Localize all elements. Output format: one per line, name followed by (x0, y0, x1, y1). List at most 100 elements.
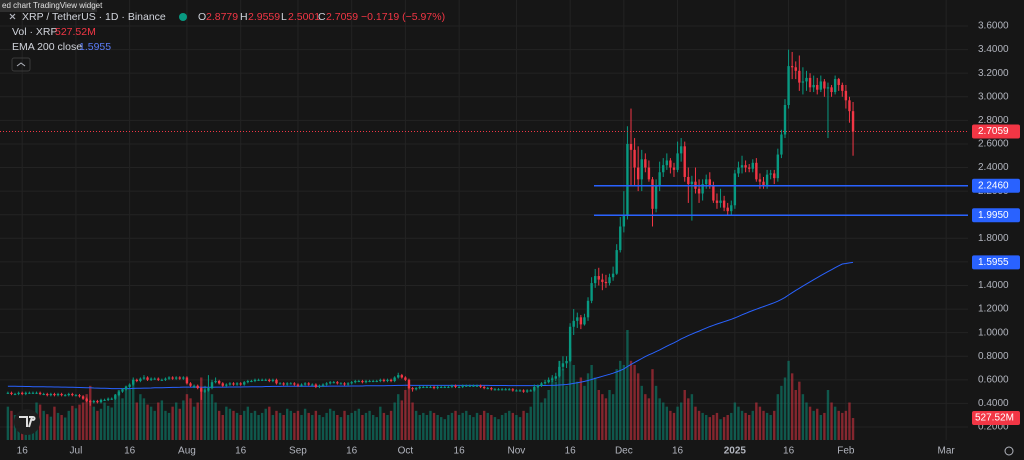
ema-label: 1.5955 (978, 257, 1009, 268)
candle-body (375, 381, 378, 383)
x-tick-label: 16 (672, 446, 684, 457)
plot (0, 49, 968, 406)
candle-body (626, 143, 629, 215)
candle-body (28, 392, 31, 394)
volume-bar (608, 390, 611, 440)
candle-body (246, 381, 250, 383)
candle-body (493, 389, 497, 391)
candle-body (654, 185, 658, 209)
volume-bar (586, 373, 590, 440)
candle-body (389, 379, 393, 382)
volume-bar (554, 381, 558, 440)
y-tick-label: 2.4000 (978, 162, 1009, 173)
volume-bar (540, 402, 543, 440)
candle-body (282, 383, 285, 385)
candle-body (708, 179, 711, 186)
x-tick-label: 16 (124, 446, 136, 457)
volume-bar (844, 410, 848, 440)
volume-bar (676, 406, 679, 440)
volume-bar (465, 410, 468, 440)
symbol-title: XRP / TetherUS · 1D · Binance (22, 11, 166, 23)
volume-bar (364, 412, 368, 440)
volume-bar (42, 410, 45, 440)
chevron (16, 62, 26, 67)
candle-body (826, 87, 830, 89)
candle-body (124, 386, 128, 390)
volume-label-box (972, 411, 1020, 426)
volume-bar (400, 400, 404, 440)
candle-body (164, 378, 167, 380)
volume-bar (99, 408, 103, 440)
volume-bar (203, 385, 207, 440)
candle-body (339, 383, 343, 385)
volume-bar (135, 402, 139, 440)
grid (0, 0, 968, 440)
candle-body (92, 401, 96, 403)
status-dot (179, 13, 187, 21)
candle-body (350, 382, 353, 384)
candle-body (776, 154, 780, 179)
volume-legend: Vol · XRP (12, 26, 58, 38)
candle-body (132, 379, 135, 385)
volume-bar (604, 398, 608, 440)
candle-body (647, 167, 651, 180)
volume-bar (375, 417, 378, 440)
volume-bar (576, 381, 579, 440)
volume-bar (522, 410, 525, 440)
volume-bar (765, 412, 769, 440)
volume-bar (640, 385, 643, 440)
collapse-button[interactable] (11, 57, 31, 72)
volume-bar (490, 415, 493, 440)
candle-body (472, 385, 475, 387)
candle-body (321, 384, 325, 386)
volume-bar (694, 406, 697, 440)
volume-bar (117, 390, 121, 440)
candle-body (117, 391, 121, 396)
settings-icon[interactable] (1004, 446, 1014, 456)
candle-body (730, 205, 733, 212)
volume-bar (354, 410, 357, 440)
collapse-icon[interactable] (9, 13, 16, 20)
candle-body (31, 392, 35, 394)
candle-body (669, 160, 672, 168)
volume-bar (67, 410, 70, 440)
volume-bar (239, 415, 242, 440)
y-tick-label: 0.4000 (978, 398, 1009, 409)
x-tick-label: Mar (938, 446, 956, 457)
volume-bar (228, 408, 232, 440)
candle-body (558, 366, 561, 377)
candle-body (805, 77, 808, 82)
candle-body (146, 377, 149, 380)
volume-bar (411, 402, 414, 440)
volume-bar (182, 400, 185, 440)
candle-body (307, 383, 310, 385)
candle-body (185, 377, 189, 384)
candle-body (167, 377, 171, 379)
candle-body (81, 396, 85, 399)
candle-body (364, 381, 368, 383)
volume-bar (371, 415, 375, 440)
volume-bar (658, 398, 661, 440)
volume-bar (590, 365, 593, 440)
volume-bar (593, 377, 597, 440)
x-tick-label: Jul (70, 446, 83, 457)
volume-bar (837, 410, 840, 440)
candle-body (379, 379, 382, 382)
volume-bar (210, 394, 214, 440)
price-axis: 0.2000 0.4000 0.6000 0.8000 1.0000 1.2000 1.40… (17, 21, 1020, 457)
volume-bar (805, 402, 808, 440)
volume-bar (153, 410, 156, 440)
candle-body (160, 379, 164, 381)
candle-body (400, 375, 404, 378)
candle-body (651, 179, 654, 209)
volume-bar (715, 412, 719, 440)
volume-bar (461, 412, 464, 440)
x-tick-label: Oct (398, 446, 414, 457)
candle-body (271, 379, 275, 382)
candle-body (21, 392, 24, 394)
x-tick-label: 16 (346, 446, 358, 457)
ohlc-value: 2.7059 (326, 11, 358, 23)
volume-bar (475, 412, 479, 440)
candle-body (99, 399, 103, 403)
volume-bar (737, 406, 740, 440)
